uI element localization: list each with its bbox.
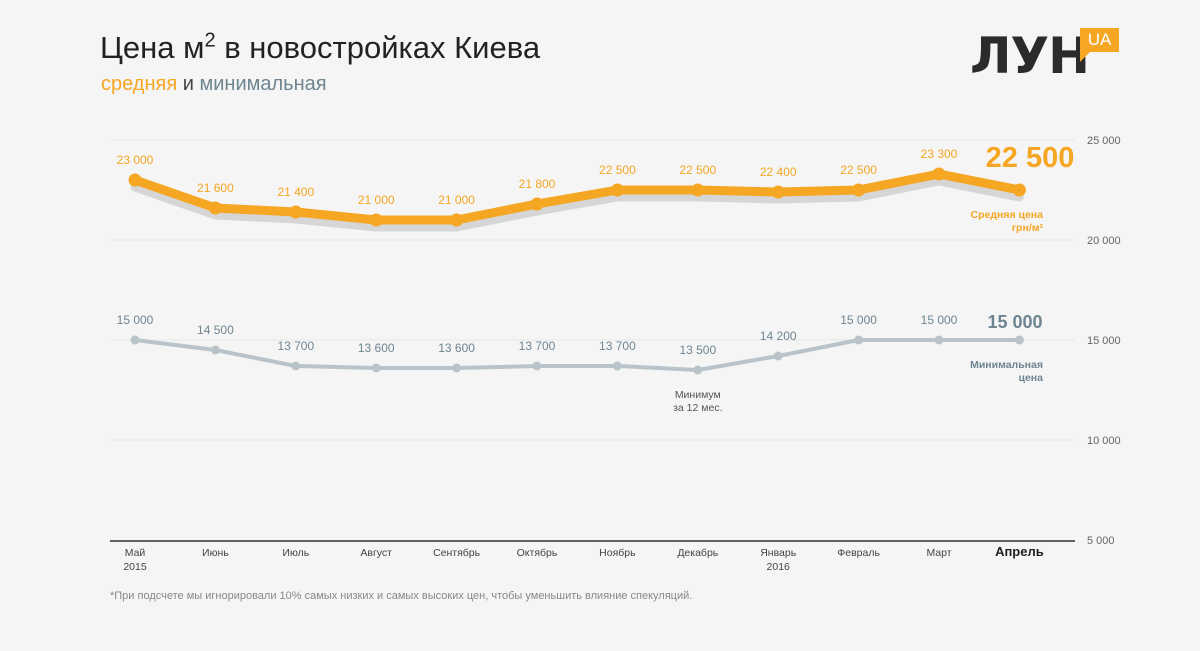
data-label: 22 500: [679, 163, 716, 177]
data-point: [691, 183, 705, 197]
data-label: 21 600: [197, 181, 234, 195]
data-point: [452, 363, 462, 373]
data-label: 15 000: [117, 313, 154, 327]
data-label: 22 400: [760, 165, 797, 179]
series-line: [133, 338, 1022, 372]
data-point: [371, 363, 381, 373]
subtitle-average: средняя: [101, 73, 178, 95]
series-shadow: [130, 176, 1024, 232]
data-point: [1012, 183, 1026, 197]
data-point: [530, 197, 544, 211]
data-label: 13 700: [277, 339, 314, 353]
logo-text: ЛУН: [970, 27, 1090, 85]
data-label: 13 700: [599, 339, 636, 353]
data-point: [450, 213, 464, 227]
x-tick-label: Ноябрь: [599, 547, 636, 559]
data-label: 13 600: [358, 341, 395, 355]
x-tick-label: Май: [125, 547, 146, 559]
subtitle-minimum: минимальная: [199, 73, 327, 95]
y-tick-label: 25 000: [1087, 135, 1121, 147]
data-point: [128, 173, 142, 187]
x-tick-label: Февраль: [837, 547, 880, 559]
x-tick-label: Октябрь: [517, 547, 558, 559]
lun-logo: ЛУН UA: [970, 28, 1125, 83]
logo-badge-tail: [1080, 52, 1090, 62]
x-tick-label: Январь: [760, 547, 797, 559]
footnote: *При подсчете мы игнорировали 10% самых …: [110, 590, 693, 602]
x-tick-label: Август: [360, 547, 392, 559]
x-tick-label: 2016: [767, 561, 791, 573]
data-point: [934, 335, 944, 345]
data-label: 15 000: [840, 313, 877, 327]
logo-badge: UA: [1080, 28, 1119, 52]
end-caption: цена: [1019, 372, 1044, 384]
data-point: [932, 167, 946, 181]
data-label: 15 000: [921, 313, 958, 327]
data-point: [210, 345, 220, 355]
data-label: 23 300: [921, 147, 958, 161]
end-caption: Средняя цена: [971, 209, 1044, 221]
data-label: 23 000: [117, 153, 154, 167]
x-tick-label: Декабрь: [677, 547, 718, 559]
minimum-annotation: Минимум: [675, 389, 721, 401]
data-label: 21 800: [519, 177, 556, 191]
data-label: 14 200: [760, 329, 797, 343]
x-tick-label: Апрель: [995, 544, 1044, 559]
data-label: 21 400: [277, 185, 314, 199]
series-line: [130, 169, 1024, 225]
data-label: 21 000: [358, 193, 395, 207]
y-tick-label: 20 000: [1087, 235, 1121, 247]
end-value-label: 15 000: [987, 312, 1042, 332]
data-label: 22 500: [599, 163, 636, 177]
data-point: [612, 361, 622, 371]
data-point: [852, 183, 866, 197]
data-point: [130, 335, 140, 345]
end-caption: грн/м²: [1012, 222, 1044, 234]
end-caption: Минимальная: [970, 359, 1043, 371]
data-label: 13 600: [438, 341, 475, 355]
data-label: 13 500: [679, 343, 716, 357]
data-point: [771, 185, 785, 199]
data-point: [610, 183, 624, 197]
data-label: 13 700: [519, 339, 556, 353]
x-tick-label: 2015: [123, 561, 147, 573]
data-point: [532, 361, 542, 371]
data-point: [693, 365, 703, 375]
data-label: 21 000: [438, 193, 475, 207]
minimum-annotation: за 12 мес.: [673, 402, 722, 414]
subtitle-conjunction: и: [177, 73, 200, 95]
data-label: 14 500: [197, 323, 234, 337]
data-point: [289, 205, 303, 219]
chart-title: Цена м2 в новостройках Киева: [100, 29, 541, 65]
x-tick-label: Март: [926, 547, 951, 559]
y-tick-label: 10 000: [1087, 435, 1121, 447]
data-point: [291, 361, 301, 371]
data-label: 22 500: [840, 163, 877, 177]
x-tick-label: Июнь: [202, 547, 229, 559]
end-value-label: 22 500: [986, 142, 1075, 174]
data-point: [369, 213, 383, 227]
data-point: [208, 201, 222, 215]
data-point: [773, 351, 783, 361]
chart-subtitle: средняя и минимальная: [101, 73, 327, 96]
data-point: [854, 335, 864, 345]
x-tick-label: Сентябрь: [433, 547, 481, 559]
x-tick-label: Июль: [282, 547, 309, 559]
data-point: [1014, 335, 1024, 345]
y-tick-label: 5 000: [1087, 535, 1115, 547]
y-tick-label: 15 000: [1087, 335, 1121, 347]
